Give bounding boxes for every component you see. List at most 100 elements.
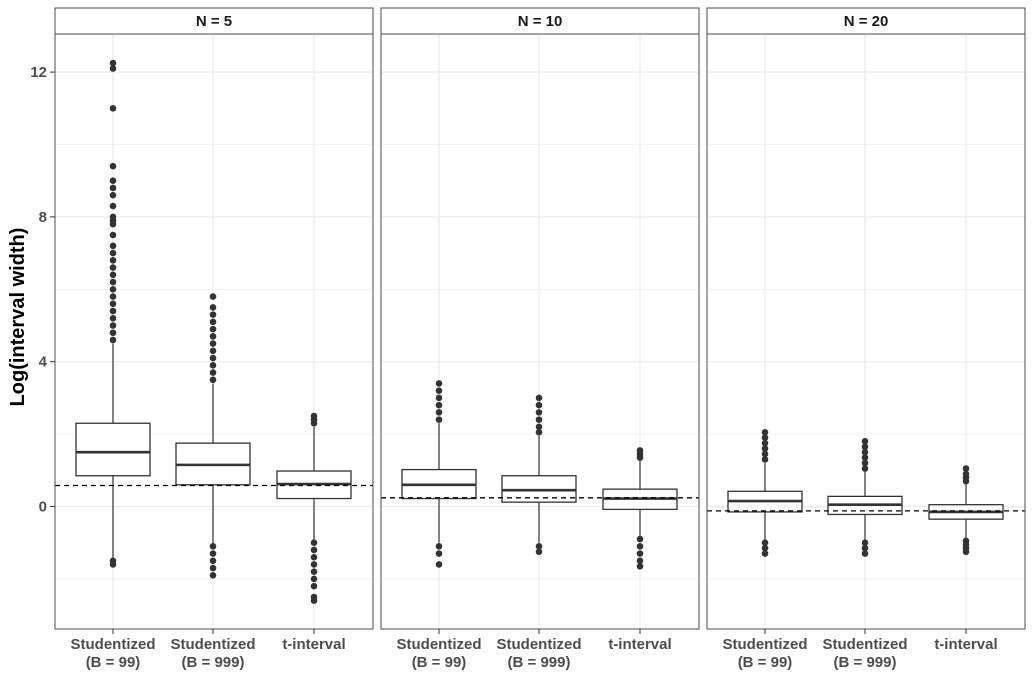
outlier-point	[209, 333, 217, 340]
panel-background	[381, 34, 699, 629]
outlier-point	[761, 456, 769, 463]
outlier-point	[209, 550, 217, 557]
outlier-point	[761, 544, 769, 552]
outlier-point	[109, 184, 117, 192]
outlier-point	[861, 443, 869, 451]
outlier-point	[209, 318, 217, 326]
outlier-point	[636, 447, 644, 454]
x-tick-label: t-interval	[608, 636, 671, 653]
box-iqr	[75, 422, 151, 477]
outlier-point	[861, 550, 869, 557]
x-tick-label-line2: (B = 999)	[834, 654, 897, 671]
outlier-point	[310, 597, 318, 604]
outlier-point	[109, 59, 117, 67]
y-tick-label: 4	[39, 354, 48, 371]
outlier-point	[535, 416, 543, 423]
outlier-point	[209, 362, 217, 369]
strip-background	[706, 7, 1026, 35]
box-3	[276, 412, 352, 604]
x-tick-label-line2: (B = 999)	[508, 654, 571, 671]
box-1	[401, 380, 477, 568]
x-tick-label: Studentized	[497, 636, 582, 653]
outlier-point	[310, 553, 318, 561]
x-tick-label: Studentized	[823, 636, 908, 653]
outlier-point	[535, 543, 543, 550]
outlier-point	[209, 376, 217, 384]
outlier-point	[636, 562, 644, 570]
outlier-point	[109, 278, 117, 286]
x-tick-label: Studentized	[397, 636, 482, 653]
x-tick-label: t-interval	[282, 636, 345, 653]
outlier-point	[435, 380, 443, 387]
outlier-point	[109, 65, 117, 72]
outlier-point	[861, 539, 869, 546]
outlier-point	[761, 428, 769, 436]
outlier-point	[761, 550, 769, 557]
outlier-point	[310, 568, 318, 575]
outlier-point	[435, 550, 443, 557]
outlier-point	[109, 271, 117, 279]
strip-title: N = 10	[518, 13, 563, 30]
outlier-point	[310, 546, 318, 554]
outlier-point	[435, 394, 443, 402]
outlier-point	[535, 548, 543, 556]
x-tick-label-line2: (B = 99)	[412, 654, 467, 671]
outlier-point	[535, 401, 543, 409]
outlier-point	[636, 550, 644, 557]
outlier-point	[209, 347, 217, 355]
box-2	[175, 293, 251, 579]
y-axis-title: Log(interval width)	[7, 228, 29, 407]
outlier-point	[310, 539, 318, 546]
outlier-point	[109, 314, 117, 322]
outlier-point	[535, 409, 543, 416]
outlier-point	[209, 564, 217, 572]
outlier-point	[209, 543, 217, 550]
panel-background	[707, 34, 1025, 629]
outlier-point	[435, 543, 443, 550]
outlier-point	[761, 539, 769, 546]
outlier-point	[209, 304, 217, 311]
outlier-point	[109, 286, 117, 293]
outlier-point	[310, 412, 318, 420]
outlier-point	[962, 465, 970, 472]
outlier-point	[861, 448, 869, 456]
outlier-point	[209, 293, 217, 300]
outlier-point	[435, 401, 443, 409]
outlier-point	[109, 322, 117, 329]
box-2	[827, 438, 903, 557]
outlier-point	[109, 242, 117, 250]
x-tick-label: Studentized	[723, 636, 808, 653]
outlier-point	[109, 231, 117, 239]
outlier-point	[636, 557, 644, 565]
strip-title: N = 5	[196, 13, 232, 30]
outlier-point	[109, 329, 117, 337]
outlier-point	[761, 445, 769, 452]
x-tick-label-line2: (B = 999)	[182, 654, 245, 671]
outlier-point	[761, 439, 769, 447]
outlier-point	[109, 336, 117, 344]
outlier-point	[962, 470, 970, 478]
outlier-point	[535, 428, 543, 436]
outlier-point	[109, 561, 117, 568]
outlier-point	[109, 202, 117, 210]
outlier-point	[861, 544, 869, 552]
outlier-point	[761, 434, 769, 442]
y-tick-label: 8	[39, 209, 47, 226]
outlier-point	[109, 177, 117, 184]
box-3	[602, 447, 678, 570]
strip-title: N = 20	[844, 13, 889, 30]
outlier-point	[109, 162, 117, 170]
outlier-point	[209, 571, 217, 579]
strip-background	[54, 7, 374, 35]
box-1	[75, 59, 151, 568]
x-tick-label-line2: (B = 99)	[738, 654, 793, 671]
outlier-point	[109, 307, 117, 315]
box-3	[928, 465, 1004, 556]
outlier-point	[109, 300, 117, 308]
outlier-point	[109, 191, 117, 199]
